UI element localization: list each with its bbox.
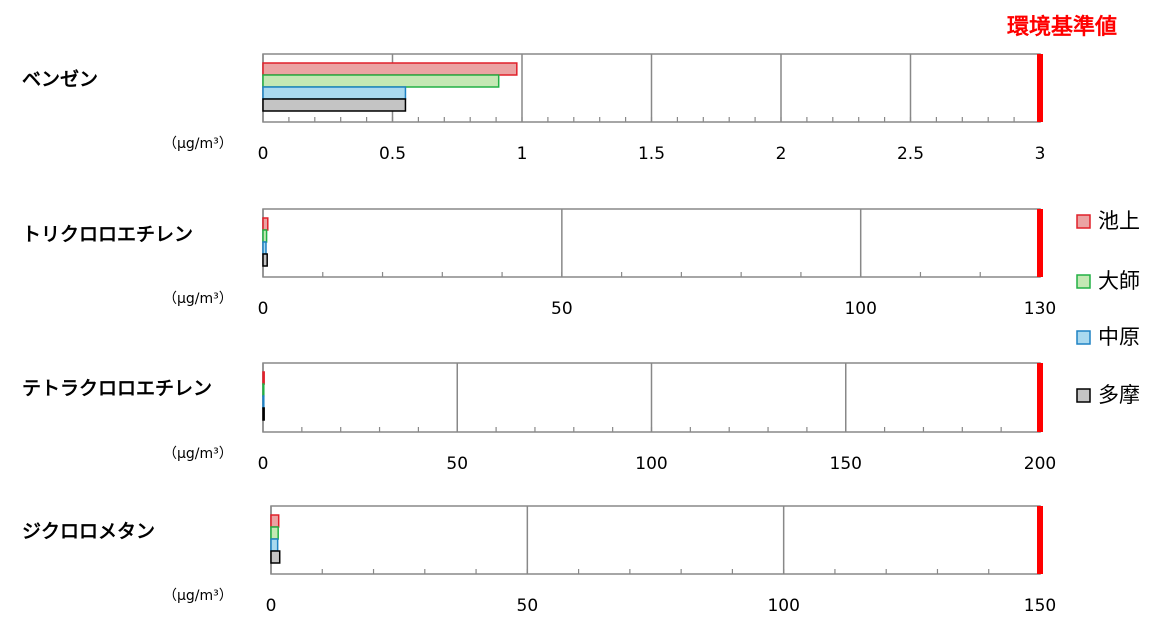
x-tick-label: 50 bbox=[446, 454, 468, 474]
x-tick-label: 130 bbox=[1024, 299, 1056, 319]
legend-label: 池上 bbox=[1098, 209, 1140, 233]
legend-swatch bbox=[1076, 214, 1091, 229]
plot-frame bbox=[270, 505, 1041, 575]
bar bbox=[262, 407, 265, 421]
legend-label: 中原 bbox=[1098, 325, 1140, 349]
bar bbox=[270, 514, 280, 528]
x-tick-label: 1 bbox=[517, 144, 528, 164]
bar bbox=[262, 62, 518, 76]
bar bbox=[262, 395, 265, 409]
x-tick-label: 0 bbox=[258, 299, 269, 319]
bar bbox=[262, 229, 268, 243]
legend-label: 大師 bbox=[1098, 269, 1140, 293]
x-tick-label: 0 bbox=[266, 596, 277, 616]
x-tick-label: 200 bbox=[1024, 454, 1056, 474]
x-tick-label: 0 bbox=[258, 144, 269, 164]
unit-label: （μg/m³） bbox=[163, 588, 233, 604]
standard-label: 環境基準値 bbox=[1007, 14, 1117, 40]
chart-title: トリクロロエチレン bbox=[22, 224, 193, 246]
chart-title: テトラクロロエチレン bbox=[22, 378, 212, 400]
x-tick-label: 1.5 bbox=[638, 144, 665, 164]
bar bbox=[262, 253, 268, 267]
unit-label: （μg/m³） bbox=[163, 136, 233, 152]
x-tick-label: 50 bbox=[517, 596, 539, 616]
bar bbox=[262, 371, 265, 385]
x-tick-label: 0 bbox=[258, 454, 269, 474]
bar bbox=[270, 550, 281, 564]
chart-title: ベンゼン bbox=[22, 68, 98, 91]
bar bbox=[270, 526, 279, 540]
bar bbox=[262, 217, 269, 231]
legend-swatch bbox=[1076, 388, 1091, 403]
bar bbox=[262, 74, 500, 88]
x-tick-label: 0.5 bbox=[379, 144, 406, 164]
legend-label: 多摩 bbox=[1098, 383, 1140, 407]
plot-frame bbox=[262, 208, 1041, 278]
bar bbox=[270, 538, 279, 552]
bar bbox=[262, 241, 267, 255]
x-tick-label: 100 bbox=[635, 454, 667, 474]
x-tick-label: 150 bbox=[830, 454, 862, 474]
bar bbox=[262, 86, 407, 100]
x-tick-label: 100 bbox=[767, 596, 799, 616]
unit-label: （μg/m³） bbox=[163, 291, 233, 307]
legend-swatch bbox=[1076, 274, 1091, 289]
bar bbox=[262, 98, 407, 112]
bar bbox=[262, 383, 265, 397]
x-tick-label: 50 bbox=[551, 299, 573, 319]
chart-title: ジクロロメタン bbox=[22, 521, 155, 543]
x-tick-label: 100 bbox=[844, 299, 876, 319]
x-tick-label: 3 bbox=[1035, 144, 1046, 164]
legend-swatch bbox=[1076, 330, 1091, 345]
x-tick-label: 2.5 bbox=[897, 144, 924, 164]
x-tick-label: 2 bbox=[776, 144, 787, 164]
unit-label: （μg/m³） bbox=[163, 446, 233, 462]
x-tick-label: 150 bbox=[1024, 596, 1056, 616]
